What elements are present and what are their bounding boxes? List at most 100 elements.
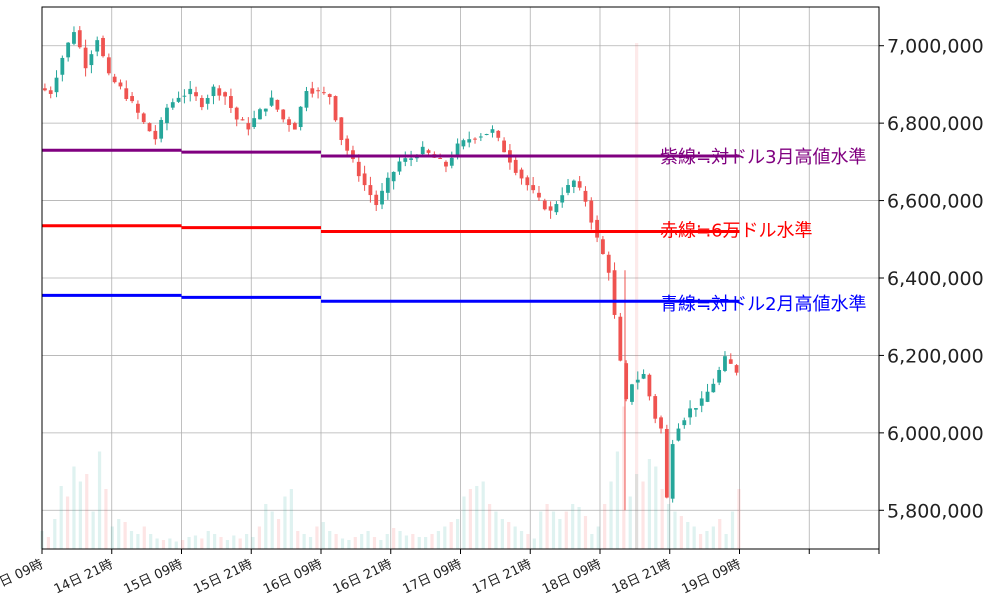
candle-body	[147, 123, 152, 132]
volume-bar	[181, 540, 185, 549]
volume-bar	[245, 534, 249, 549]
candle-body	[426, 150, 431, 153]
candle-body	[72, 32, 76, 44]
candle-body	[385, 177, 390, 193]
volume-bar	[635, 474, 639, 549]
candle-body	[234, 107, 239, 120]
candle-body	[444, 161, 448, 167]
y-tick-label: 6,600,000	[887, 191, 984, 213]
candle-body	[391, 171, 396, 182]
volume-bar	[136, 534, 140, 549]
volume-bar	[532, 538, 536, 549]
volume-bar	[654, 466, 658, 549]
candle-body	[182, 95, 187, 97]
volume-bar	[724, 534, 728, 549]
candle-body	[496, 130, 501, 138]
candle-body	[571, 180, 576, 188]
volume-bar	[647, 459, 652, 549]
volume-bar	[347, 540, 351, 549]
y-tick-label: 6,000,000	[887, 423, 984, 445]
candle-body	[194, 92, 198, 97]
candle-body	[438, 157, 443, 159]
candle-body	[229, 96, 233, 108]
candle-body	[217, 88, 222, 96]
candle-body	[635, 379, 640, 383]
candle-body	[153, 130, 158, 140]
volume-bar	[500, 519, 504, 549]
candle-body	[89, 54, 94, 66]
candle-body	[688, 408, 692, 418]
candle-body	[548, 206, 553, 211]
volume-bar	[360, 534, 364, 549]
candle-body	[165, 107, 169, 124]
candle-body	[48, 90, 53, 94]
volume-bar	[379, 540, 383, 549]
candle-body	[281, 109, 286, 120]
volume-bar	[340, 538, 345, 549]
volume-bar	[257, 526, 261, 549]
volume-bar	[545, 504, 549, 549]
annotation-label: 青線≒対ドル2月高値水準	[660, 294, 867, 315]
candle-body	[589, 200, 594, 223]
volume-bar	[142, 526, 146, 549]
candle-body	[118, 82, 123, 87]
candle-body	[478, 136, 483, 138]
volume-bar	[711, 526, 715, 549]
candles	[43, 26, 739, 511]
candle-body	[473, 138, 477, 140]
candle-body	[397, 161, 402, 172]
candle-body	[554, 204, 559, 213]
volume-bar	[219, 537, 223, 549]
volume-bar	[117, 519, 121, 549]
volume-bar	[110, 526, 114, 549]
x-tick-label: 19日 09時	[680, 557, 744, 597]
x-tick-label: 17日 09時	[401, 557, 465, 597]
candle-body	[287, 119, 291, 126]
candle-body	[322, 92, 326, 94]
candle-body	[682, 420, 687, 426]
volume-bar	[187, 537, 191, 549]
volume-bar	[296, 531, 300, 549]
candle-body	[542, 200, 547, 210]
volume-bar	[46, 537, 50, 549]
candle-body	[205, 98, 210, 104]
volume-bar	[161, 540, 166, 549]
candle-body	[711, 383, 716, 393]
volume-bar	[59, 486, 63, 549]
volume-bar	[404, 535, 409, 549]
volume-bars	[40, 43, 741, 549]
candle-body	[258, 109, 262, 120]
y-axis: 5,800,000 6,000,000 6,200,000 6,400,000 6,60…	[879, 36, 984, 522]
candle-body	[263, 108, 268, 112]
candle-body	[83, 47, 88, 69]
volume-bar	[660, 489, 664, 549]
x-axis: 14日 09時 14日 21時 15日 09時 15日 21時 16日 09時 16日 2…	[0, 549, 880, 597]
candle-body	[595, 219, 599, 238]
volume-bar	[424, 537, 428, 549]
annotation-label: 赤線≒6万ドル水準	[660, 221, 813, 242]
candle-body	[531, 185, 536, 191]
volume-bar	[289, 489, 293, 549]
candle-body	[612, 270, 617, 315]
volume-bar	[206, 531, 210, 549]
volume-bar	[481, 481, 485, 549]
volume-bar	[455, 519, 460, 549]
volume-bar	[635, 43, 639, 549]
candle-body	[246, 123, 251, 130]
volume-bar	[72, 466, 76, 549]
x-tick-label: 16日 09時	[261, 557, 325, 597]
candle-body	[566, 184, 570, 193]
candle-body	[362, 173, 367, 186]
candle-body	[699, 398, 704, 406]
candle-body	[275, 99, 280, 110]
annotation-label: 紫線≒対ドル3月高値水準	[660, 147, 867, 168]
volume-bar	[430, 534, 434, 549]
volume-bar	[718, 519, 722, 549]
candle-body	[170, 102, 175, 108]
grid	[41, 7, 880, 549]
candle-body	[415, 157, 419, 159]
candle-body	[339, 117, 344, 140]
volume-bar	[334, 534, 338, 549]
candle-body	[43, 88, 47, 91]
